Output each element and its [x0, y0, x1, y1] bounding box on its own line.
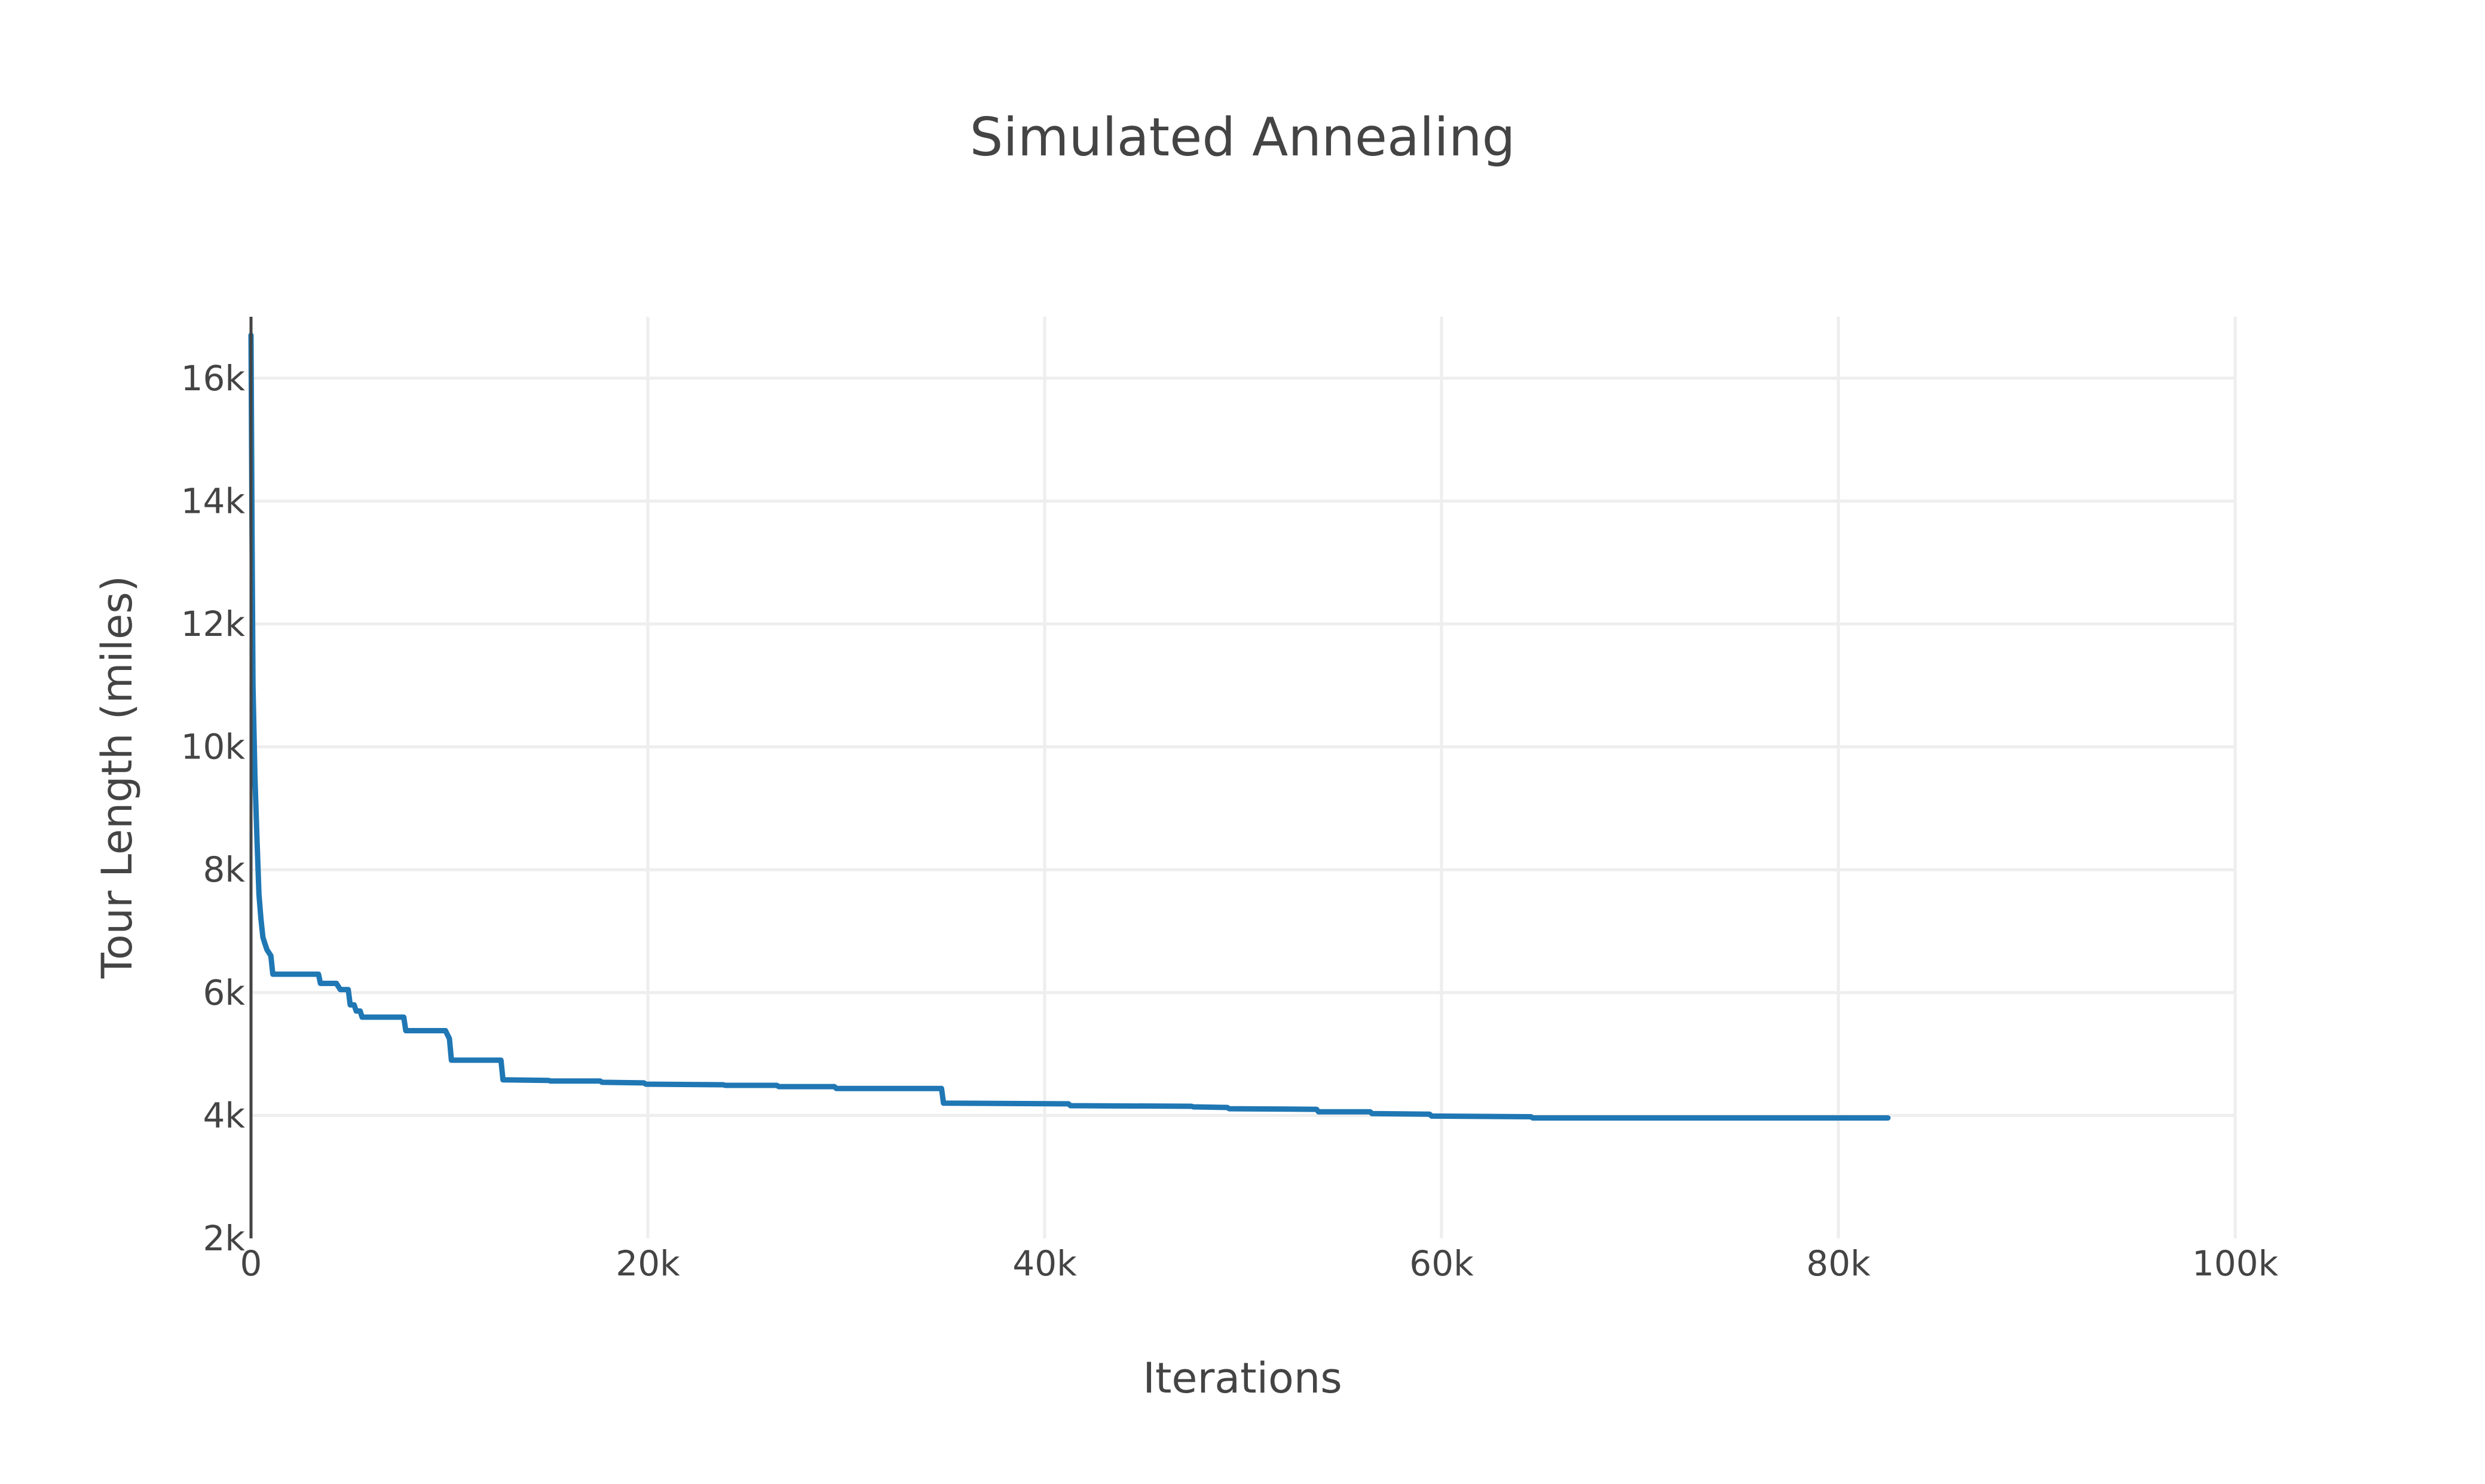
x-tick-labels: 0 20k 40k 60k 80k 100k	[240, 1243, 2279, 1284]
x-tick-label: 0	[240, 1243, 262, 1284]
y-axis-title: Tour Length (miles)	[93, 576, 142, 979]
x-tick-label: 60k	[1409, 1243, 1474, 1284]
y-tick-label: 4k	[203, 1095, 246, 1136]
x-axis-title: Iterations	[1143, 1354, 1342, 1403]
y-tick-label: 6k	[203, 972, 246, 1013]
series-line-0	[248, 332, 1891, 1121]
x-tick-label: 40k	[1012, 1243, 1077, 1284]
y-tick-label: 12k	[181, 604, 246, 644]
x-tick-label: 80k	[1806, 1243, 1871, 1284]
x-tick-label: 100k	[2192, 1243, 2279, 1284]
chart-title: Simulated Annealing	[970, 106, 1516, 168]
x-tick-label: 20k	[616, 1243, 680, 1284]
y-tick-label: 10k	[181, 727, 246, 767]
y-tick-label: 2k	[203, 1218, 246, 1259]
y-tick-labels: 2k 4k 6k 8k 10k 12k 14k 16k	[181, 358, 246, 1259]
series-layer	[248, 332, 1891, 1121]
gridlines	[251, 317, 2237, 1238]
y-tick-label: 14k	[181, 481, 246, 521]
y-tick-label: 8k	[203, 849, 246, 890]
y-tick-label: 16k	[181, 358, 246, 399]
